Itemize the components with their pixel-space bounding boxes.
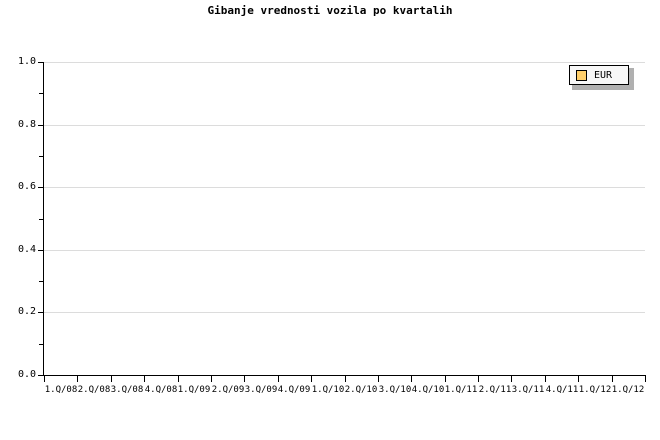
y-tick-label-wrap: 0.6 <box>0 181 36 193</box>
x-tick-label: 3.Q/08 <box>110 385 144 395</box>
x-tick-label: 2.Q/10 <box>344 385 378 395</box>
x-tick <box>578 376 579 382</box>
y-tick-label: 1.0 <box>17 56 36 67</box>
gridline-y <box>44 187 645 189</box>
y-tick-minor <box>39 343 44 345</box>
y-tick-major <box>38 124 44 126</box>
x-tick <box>645 376 646 382</box>
x-tick <box>178 376 179 382</box>
x-tick-label: 3.Q/10 <box>378 385 412 395</box>
y-tick-label: 0.2 <box>17 306 36 318</box>
plot-area <box>44 62 645 376</box>
x-tick-label: 1.Q/08 <box>44 385 78 395</box>
y-tick-major <box>38 187 44 189</box>
x-tick-label: 2.Q/09 <box>211 385 245 395</box>
y-tick-label: 0.6 <box>17 181 36 193</box>
gridline-y <box>44 62 645 63</box>
y-tick-label-wrap: 0.2 <box>0 306 36 318</box>
x-tick-label: 1.Q/11 <box>444 385 478 395</box>
x-tick <box>311 376 312 382</box>
x-tick <box>44 376 45 382</box>
x-tick-label: 3.Q/11 <box>511 385 545 395</box>
x-tick-label: 3.Q/09 <box>244 385 278 395</box>
legend[interactable]: EUR <box>569 65 629 85</box>
x-tick-label: 1.Q/12 <box>611 385 645 395</box>
x-tick <box>445 376 446 382</box>
y-tick-minor <box>39 155 44 157</box>
y-tick-label-wrap: 0.0 <box>0 369 36 380</box>
x-tick <box>144 376 145 382</box>
x-tick-label: 1.Q/10 <box>311 385 345 395</box>
y-tick-label: 0.4 <box>17 243 36 255</box>
x-tick <box>411 376 412 382</box>
gridline-y <box>44 312 645 314</box>
gridline-y <box>44 249 645 251</box>
y-tick-label-wrap: 1.0 <box>0 56 36 67</box>
x-tick-label: 4.Q/11 <box>545 385 579 395</box>
y-tick-minor <box>39 281 44 283</box>
x-tick-label: 1.Q/12 <box>578 385 612 395</box>
x-axis-line <box>43 375 646 376</box>
y-tick-major <box>38 312 44 314</box>
y-tick-major <box>38 249 44 251</box>
x-tick <box>211 376 212 382</box>
y-tick-label-wrap: 0.8 <box>0 118 36 130</box>
x-tick-label: 4.Q/09 <box>277 385 311 395</box>
y-tick-minor <box>39 218 44 220</box>
x-tick <box>345 376 346 382</box>
x-tick <box>511 376 512 382</box>
x-tick-label: 2.Q/11 <box>478 385 512 395</box>
x-tick <box>278 376 279 382</box>
y-tick-label: 0.8 <box>17 118 36 130</box>
x-tick-label: 1.Q/09 <box>177 385 211 395</box>
y-tick-label: 0.0 <box>17 369 36 380</box>
gridline-y <box>44 124 645 126</box>
x-tick-label: 4.Q/08 <box>144 385 178 395</box>
y-tick-minor <box>39 93 44 95</box>
legend-swatch-eur <box>576 69 587 81</box>
y-tick-label-wrap: 0.4 <box>0 243 36 255</box>
x-tick <box>378 376 379 382</box>
x-tick <box>545 376 546 382</box>
x-tick <box>612 376 613 382</box>
y-tick-major <box>38 62 44 63</box>
x-tick <box>244 376 245 382</box>
x-tick-label: 4.Q/10 <box>411 385 445 395</box>
legend-label-eur: EUR <box>594 69 613 81</box>
x-tick <box>478 376 479 382</box>
x-tick <box>111 376 112 382</box>
x-tick <box>77 376 78 382</box>
chart-title: Gibanje vrednosti vozila po kvartalih <box>207 4 453 17</box>
x-tick-label: 2.Q/08 <box>77 385 111 395</box>
y-tick-major <box>38 375 44 376</box>
